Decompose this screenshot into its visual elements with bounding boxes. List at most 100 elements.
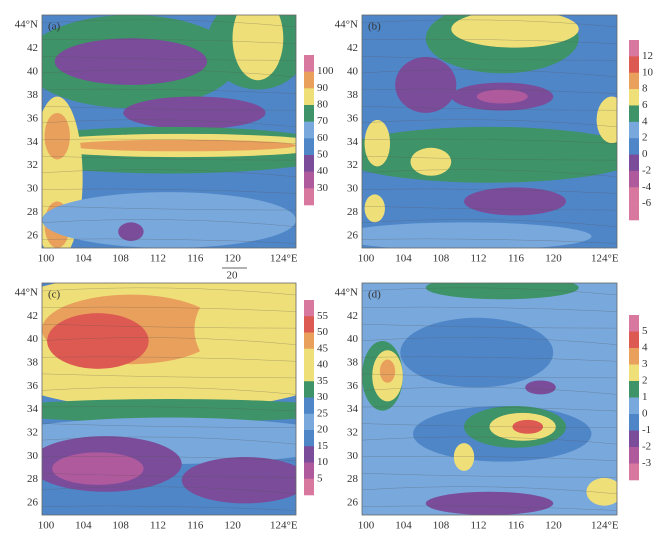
contour-region (181, 457, 296, 504)
colorbar-segment (304, 88, 314, 106)
streamline (362, 188, 617, 194)
streamline (362, 219, 617, 227)
y-tick-label: 28 (347, 206, 359, 218)
colorbar-segment (629, 154, 639, 172)
colorbar-label: 10 (642, 66, 654, 78)
colorbar-label: -2 (642, 164, 651, 176)
streamline (362, 56, 617, 61)
y-tick-label: 36 (27, 380, 39, 392)
streamline (42, 456, 296, 461)
y-tick-label: 40 (27, 333, 39, 345)
colorbar-label: 2 (642, 375, 648, 387)
colorbar-segment (304, 462, 314, 480)
colorbar-label: 40 (317, 165, 329, 177)
streamline (42, 138, 296, 144)
colorbar-label: 10 (317, 456, 329, 468)
colorbar-segment (304, 413, 314, 431)
colorbar-segment (629, 397, 639, 415)
x-tick-label: 108 (433, 253, 450, 265)
x-tick-label: 124°E (270, 253, 298, 265)
x-tick-label: 124°E (270, 520, 298, 532)
colorbar-segment (629, 56, 639, 74)
streamline (362, 323, 617, 329)
colorbar-segment (304, 188, 314, 206)
colorbar-segment (629, 105, 639, 123)
y-tick-label: 32 (347, 427, 358, 439)
streamline (362, 88, 617, 94)
colorbar-segment (304, 105, 314, 122)
colorbar-label: 80 (317, 99, 329, 111)
colorbar-segment (629, 40, 639, 57)
colorbar-label: 15 (317, 440, 329, 452)
contour-region (453, 443, 475, 471)
streamline (42, 119, 296, 128)
streamline (362, 119, 617, 128)
map-panel (362, 283, 617, 515)
contour-region (425, 283, 579, 300)
y-tick-label: 36 (347, 112, 359, 124)
y-tick-label: 44°N (15, 287, 38, 299)
streamline (362, 155, 617, 161)
colorbar-label: 25 (317, 407, 329, 419)
y-tick-label: 26 (347, 230, 359, 242)
x-tick-label: 116 (187, 520, 204, 532)
streamline (42, 169, 296, 177)
y-tick-label: 28 (27, 473, 39, 485)
x-tick-label: 104 (75, 253, 92, 265)
colorbar-label: 2 (642, 132, 648, 144)
panel-frame (361, 14, 618, 249)
contour-region (44, 112, 70, 160)
colorbar-segment (629, 414, 639, 431)
contour-region (410, 147, 452, 176)
y-tick-label: 40 (27, 65, 39, 77)
contour-region (586, 477, 617, 506)
streamline (362, 138, 617, 144)
x-tick-label: 112 (150, 520, 166, 532)
map-background (362, 283, 617, 515)
streamline (42, 373, 296, 379)
colorbar-label: 45 (317, 342, 329, 354)
contour-region (47, 313, 149, 369)
panel-label: (d) (368, 289, 381, 301)
y-tick-label: 30 (347, 183, 359, 195)
colorbar-segment (629, 331, 639, 349)
y-tick-label: 26 (27, 230, 39, 242)
colorbar-segment (629, 348, 639, 365)
colorbar-segment (304, 430, 314, 447)
colorbar-segment (304, 478, 314, 496)
colorbar-segment (304, 171, 314, 189)
x-tick-label: 124°E (591, 520, 619, 532)
y-tick-label: 44°N (335, 287, 358, 299)
x-tick-label: 120 (224, 520, 241, 532)
contour-region (395, 56, 457, 113)
map-panel (362, 15, 617, 248)
streamline (362, 387, 617, 395)
colorbar-label: -1 (642, 424, 651, 436)
colorbar-segment (304, 397, 314, 415)
y-tick-label: 26 (27, 497, 39, 509)
streamline (362, 287, 617, 296)
colorbar-segment (629, 315, 639, 332)
colorbar-segment (629, 203, 639, 221)
colorbar-label: 60 (317, 132, 329, 144)
colorbar-segment (304, 71, 314, 89)
streamline (362, 456, 617, 461)
colorbar-segment (304, 121, 314, 139)
streamline (362, 306, 617, 312)
colorbar-segment (304, 316, 314, 333)
streamline (362, 19, 617, 28)
y-tick-label: 38 (27, 357, 39, 369)
streamline (362, 436, 617, 445)
y-tick-label: 30 (27, 450, 39, 462)
map-panel (42, 15, 296, 248)
colorbar-label: 20 (317, 424, 329, 436)
streamline (42, 473, 296, 478)
streamline (42, 423, 296, 428)
y-tick-label: 36 (27, 112, 39, 124)
contour-region (42, 192, 296, 248)
contour-region (67, 139, 296, 152)
y-tick-label: 32 (27, 159, 38, 171)
panel-frame (41, 14, 297, 249)
colorbar-label: 12 (642, 50, 653, 62)
map-panel (42, 283, 296, 515)
